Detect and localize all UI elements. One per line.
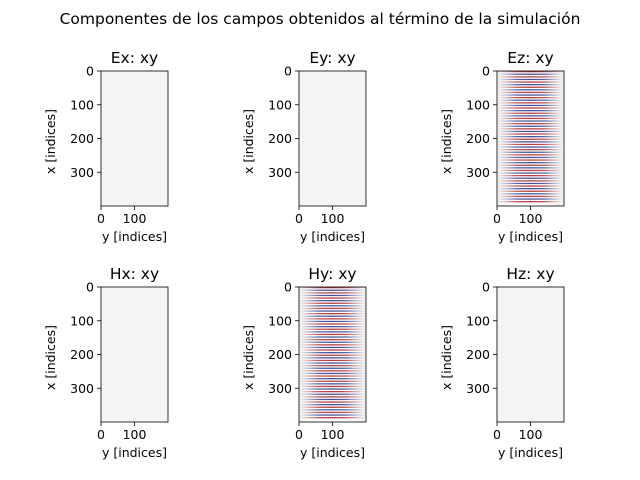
y-tick-label: 200 [268,131,292,146]
x-tick-label: 100 [519,427,543,442]
y-tick-label: 200 [268,347,292,362]
x-tick-label: 0 [97,427,105,442]
y-tick-label: 100 [268,97,292,112]
x-axis-label: y [indices] [300,445,365,460]
y-tick-label: 300 [70,165,94,180]
y-axis-label: x [indices] [241,325,256,390]
heatmap-edge-fade [497,71,564,206]
heatmap-fill [497,287,564,422]
heatmap-fill [299,71,366,206]
figure-title: Componentes de los campos obtenidos al t… [60,10,581,28]
panel-hx: Hx: xy 0 100 200 300 0 100 y [indices] x [indice… [43,265,169,460]
y-tick-label: 100 [466,313,490,328]
heatmap-fill [101,71,168,206]
x-tick-label: 0 [295,427,303,442]
x-tick-label: 100 [123,427,147,442]
y-tick-label: 200 [70,347,94,362]
heatmap-edge-fade [299,287,366,422]
x-tick-label: 0 [97,211,105,226]
y-tick-label: 300 [466,381,490,396]
y-axis-label: x [indices] [43,109,58,174]
panel-ex: Ex: xy 0 100 200 300 0 100 y [indices] x [indice… [43,49,169,244]
y-tick-label: 0 [86,64,94,79]
x-tick-label: 0 [493,211,501,226]
panel-title: Ex: xy [111,49,158,67]
y-tick-label: 0 [482,64,490,79]
y-tick-label: 0 [284,280,292,295]
panel-hy: Hy: xy 0 100 200 300 0 100 y [indices] x [indice… [241,265,367,460]
x-axis-label: y [indices] [102,229,167,244]
x-axis-label: y [indices] [300,229,365,244]
y-tick-label: 300 [70,381,94,396]
panel-title: Hy: xy [308,265,356,283]
y-tick-label: 100 [70,313,94,328]
y-axis-label: x [indices] [439,109,454,174]
y-tick-label: 300 [268,381,292,396]
x-tick-label: 100 [321,427,345,442]
y-tick-label: 0 [482,280,490,295]
x-tick-label: 0 [493,427,501,442]
y-tick-label: 100 [70,97,94,112]
x-axis-label: y [indices] [498,229,563,244]
y-tick-label: 200 [466,347,490,362]
x-tick-label: 100 [321,211,345,226]
panel-title: Hx: xy [110,265,159,283]
y-tick-label: 0 [284,64,292,79]
y-tick-label: 300 [466,165,490,180]
y-tick-label: 100 [268,313,292,328]
x-axis-label: y [indices] [102,445,167,460]
y-tick-label: 200 [70,131,94,146]
y-tick-label: 0 [86,280,94,295]
y-axis-label: x [indices] [439,325,454,390]
panel-title: Ez: xy [507,49,553,67]
x-tick-label: 100 [519,211,543,226]
panel-ez: Ez: xy 0 100 200 300 0 100 y [indices] x [indice… [439,49,565,244]
heatmap-fill [101,287,168,422]
x-axis-label: y [indices] [498,445,563,460]
panel-title: Hz: xy [506,265,554,283]
panel-title: Ey: xy [309,49,355,67]
y-axis-label: x [indices] [241,109,256,174]
y-tick-label: 200 [466,131,490,146]
panel-ey: Ey: xy 0 100 200 300 0 100 y [indices] x [indice… [241,49,367,244]
y-tick-label: 100 [466,97,490,112]
x-tick-label: 100 [123,211,147,226]
y-tick-label: 300 [268,165,292,180]
x-tick-label: 0 [295,211,303,226]
y-axis-label: x [indices] [43,325,58,390]
panel-hz: Hz: xy 0 100 200 300 0 100 y [indices] x [indice… [439,265,565,460]
